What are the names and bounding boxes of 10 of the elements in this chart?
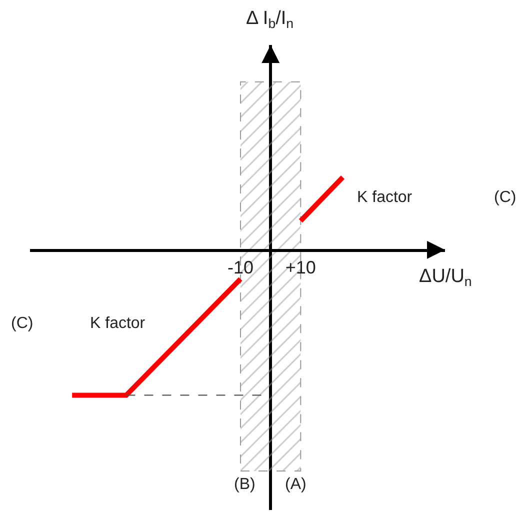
annotation: K factor (90, 315, 146, 332)
annotation: (C) (11, 315, 34, 332)
x-tick-label: -10 (228, 257, 254, 278)
text: Δ I$_{b}$/I$_{n}$ (246, 8, 294, 31)
text: (C) (494, 189, 516, 206)
text: (B) (234, 476, 256, 493)
text: (A) (285, 476, 306, 493)
x-tick-label: +10 (285, 257, 316, 278)
x-axis-title: ΔU/U$_{n}$ (419, 266, 472, 289)
annotation: K factor (357, 189, 413, 206)
